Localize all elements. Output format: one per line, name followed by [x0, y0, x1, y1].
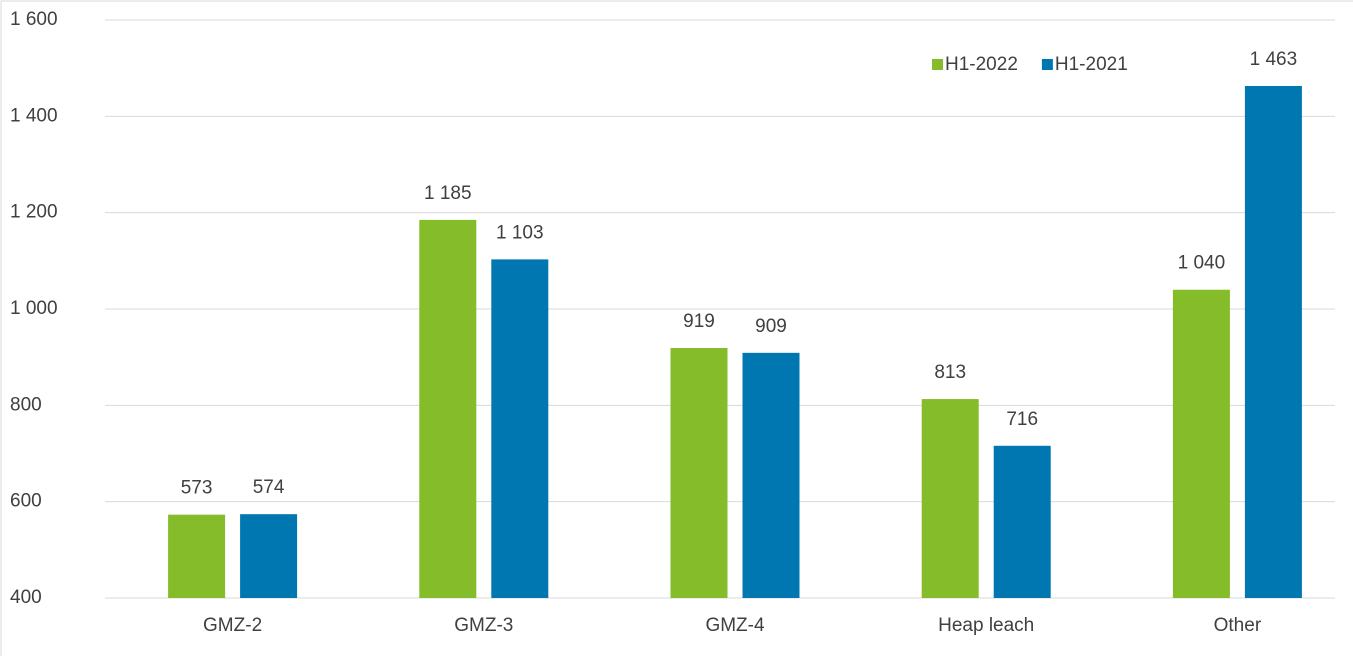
- legend-label: H1-2022: [945, 54, 1018, 75]
- y-tick-label: 600: [10, 491, 42, 512]
- y-tick-label: 800: [10, 394, 42, 415]
- value-label: 573: [181, 478, 213, 499]
- value-label: 1 040: [1178, 253, 1226, 274]
- x-tick-label: Other: [1214, 615, 1262, 636]
- x-tick-label: GMZ-3: [454, 615, 513, 636]
- x-tick-label: GMZ-2: [203, 615, 262, 636]
- bar: [168, 514, 226, 598]
- x-tick-label: GMZ-4: [705, 615, 765, 636]
- value-label: 813: [934, 362, 966, 383]
- y-tick-label: 1 000: [10, 298, 58, 319]
- x-tick-label: Heap leach: [938, 615, 1034, 636]
- bar: [670, 348, 728, 598]
- bar: [1172, 289, 1230, 598]
- legend-label: H1-2021: [1055, 54, 1128, 75]
- y-tick-label: 1 600: [10, 9, 58, 30]
- value-label: 574: [253, 477, 285, 498]
- value-label: 1 103: [496, 222, 544, 243]
- bar: [1244, 85, 1302, 598]
- value-label: 716: [1006, 409, 1038, 430]
- value-label: 909: [755, 316, 787, 337]
- y-tick-label: 1 400: [10, 105, 58, 126]
- value-label: 1 463: [1250, 49, 1298, 70]
- legend-swatch: [932, 59, 943, 70]
- value-label: 1 185: [424, 183, 472, 204]
- bar: [491, 259, 549, 598]
- bar: [993, 445, 1051, 598]
- bar: [921, 399, 979, 598]
- bar: [240, 514, 298, 598]
- y-tick-label: 1 200: [10, 202, 58, 223]
- y-tick-label: 400: [10, 587, 42, 608]
- value-label: 919: [683, 311, 715, 332]
- legend-swatch: [1041, 59, 1053, 70]
- bar: [742, 352, 800, 598]
- bar: [419, 219, 477, 598]
